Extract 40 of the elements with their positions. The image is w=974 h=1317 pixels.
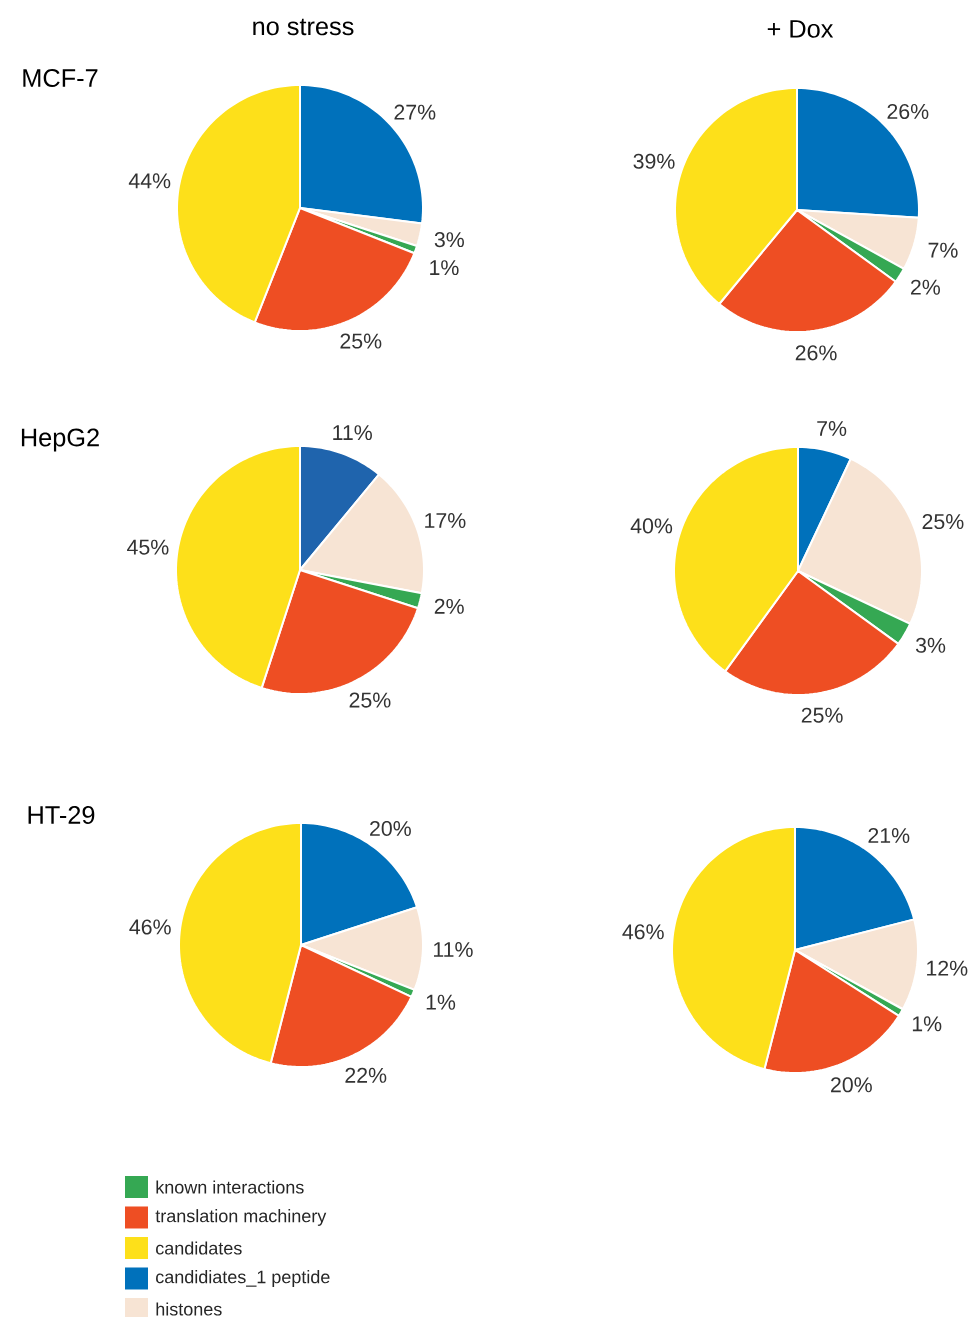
- chart-title: no stress: [253, 18, 354, 36]
- legend-label: histones: [156, 1302, 222, 1316]
- data-label: 3%: [915, 637, 946, 653]
- data-label: 25%: [922, 513, 964, 530]
- data-label: 27%: [394, 104, 436, 120]
- data-label: 1%: [430, 260, 459, 276]
- data-label: 11%: [433, 942, 473, 957]
- data-label: 39%: [633, 153, 675, 169]
- data-label: 44%: [128, 173, 171, 189]
- data-label: 26%: [795, 345, 837, 361]
- legend-label: candidiates_1 peptide: [156, 1270, 330, 1287]
- data-label: 1%: [912, 1016, 942, 1032]
- data-label: 1%: [426, 994, 456, 1010]
- data-label: 21%: [868, 827, 910, 843]
- data-label: 20%: [370, 820, 411, 837]
- data-label: 26%: [887, 103, 929, 119]
- data-label: 40%: [630, 518, 673, 534]
- text: HT-29: [28, 806, 95, 824]
- data-label: 7%: [928, 242, 958, 258]
- data-label: 20%: [831, 1077, 872, 1093]
- text: MCF-7: [23, 69, 98, 87]
- data-label: 46%: [129, 919, 171, 935]
- data-label: 25%: [801, 707, 843, 723]
- data-label: 3%: [434, 232, 464, 248]
- legend-label: translation machinery: [155, 1209, 327, 1226]
- data-label: 2%: [434, 598, 464, 614]
- data-label: 11%: [333, 425, 372, 441]
- data-label: 2%: [910, 279, 940, 295]
- legend-label: known interactions: [156, 1180, 304, 1194]
- data-label: 22%: [345, 1067, 387, 1083]
- data-label: 7%: [817, 421, 847, 436]
- data-label: 46%: [622, 924, 664, 940]
- data-label: 45%: [127, 539, 169, 555]
- data-label: 25%: [349, 692, 391, 708]
- chart-title: + Dox: [767, 20, 834, 38]
- legend-label: candidates: [156, 1241, 242, 1255]
- text: HepG2: [21, 428, 99, 452]
- data-label: 25%: [340, 333, 382, 349]
- data-label: 17%: [425, 513, 466, 528]
- data-label: 12%: [927, 960, 968, 976]
